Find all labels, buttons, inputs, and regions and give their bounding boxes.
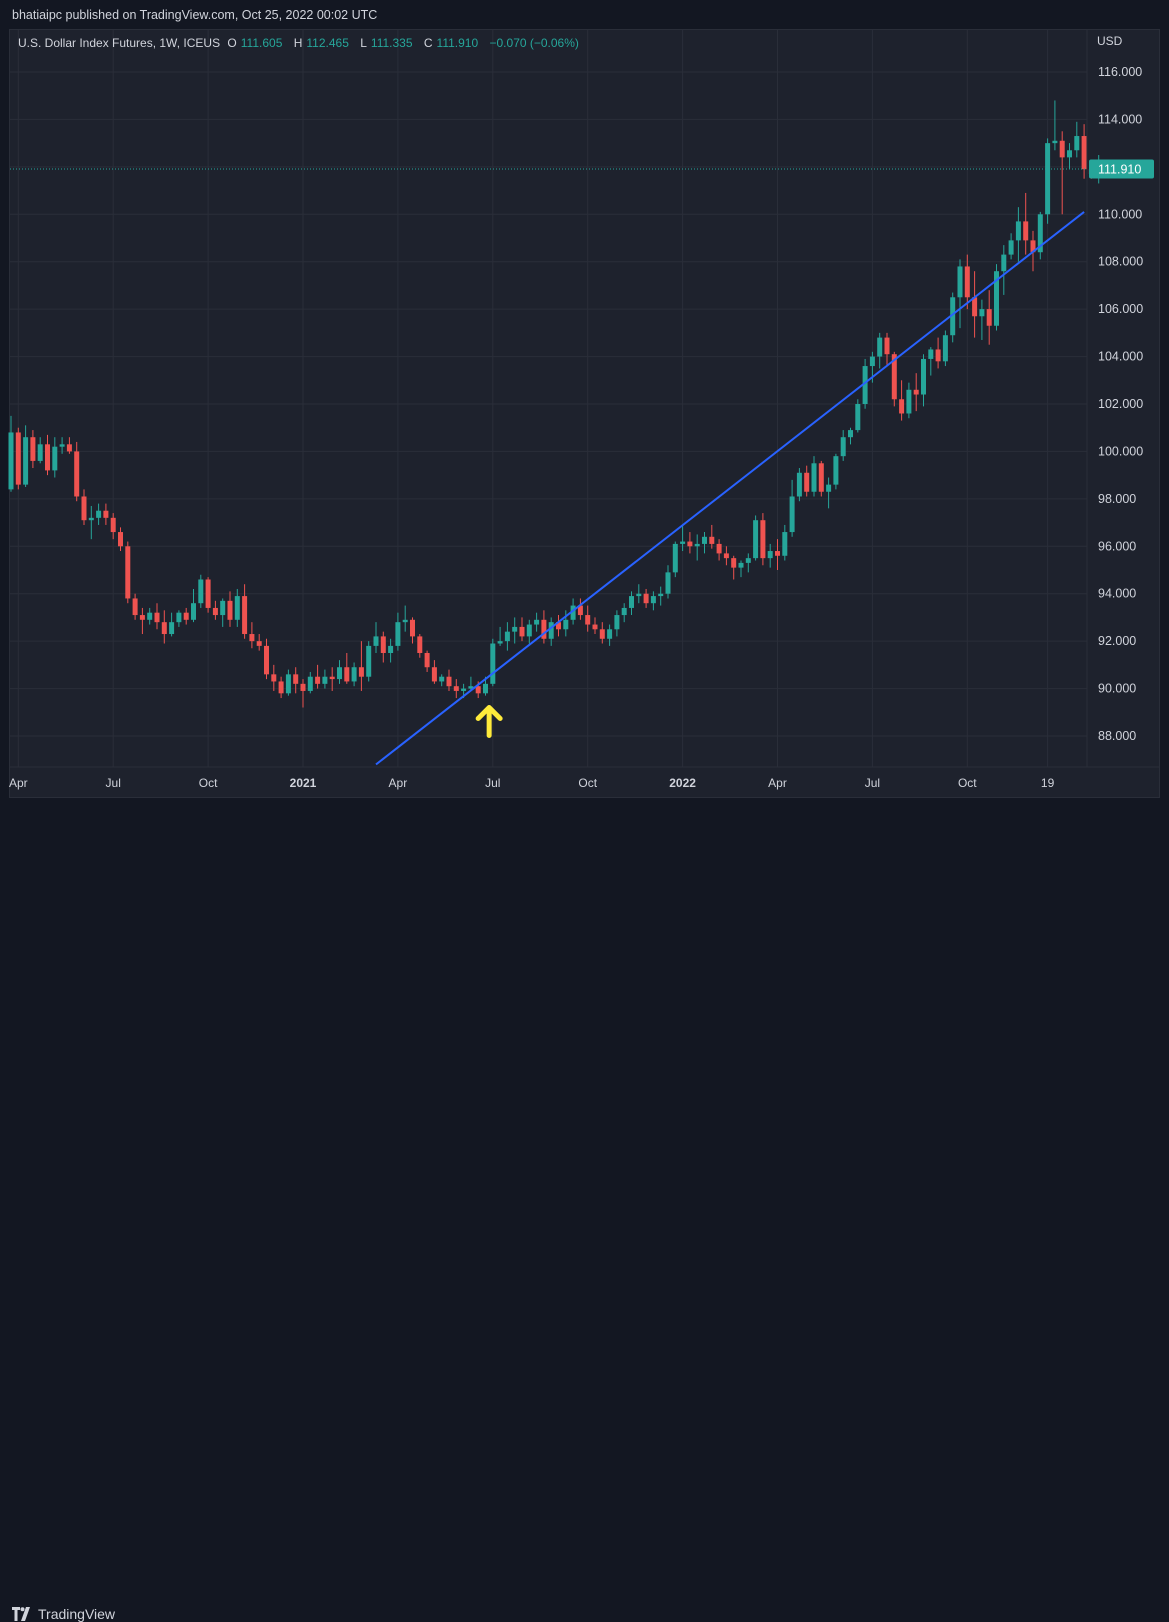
- open-value: 111.605: [240, 36, 283, 50]
- top-bar: bhatiaipc published on TradingView.com, …: [0, 0, 1169, 29]
- close-value: 111.910: [436, 36, 479, 50]
- symbol-title[interactable]: U.S. Dollar Index Futures, 1W, ICEUS: [18, 36, 221, 50]
- high-label: H: [293, 36, 303, 50]
- symbol-legend: U.S. Dollar Index Futures, 1W, ICEUS O 11…: [18, 36, 583, 50]
- close-label: C: [423, 36, 433, 50]
- brand-label: TradingView: [38, 1606, 116, 1622]
- low-label: L: [360, 36, 367, 50]
- low-value: 111.335: [370, 36, 413, 50]
- tradingview-brand[interactable]: TradingView: [12, 1606, 115, 1622]
- footer: TradingView: [0, 800, 1169, 1622]
- tradingview-logo-icon: [12, 1607, 30, 1621]
- change-value: −0.070 (−0.06%): [489, 36, 579, 50]
- publish-info: bhatiaipc published on TradingView.com, …: [12, 8, 378, 22]
- chart-panel[interactable]: [9, 29, 1160, 798]
- open-label: O: [227, 36, 237, 50]
- high-value: 112.465: [306, 36, 349, 50]
